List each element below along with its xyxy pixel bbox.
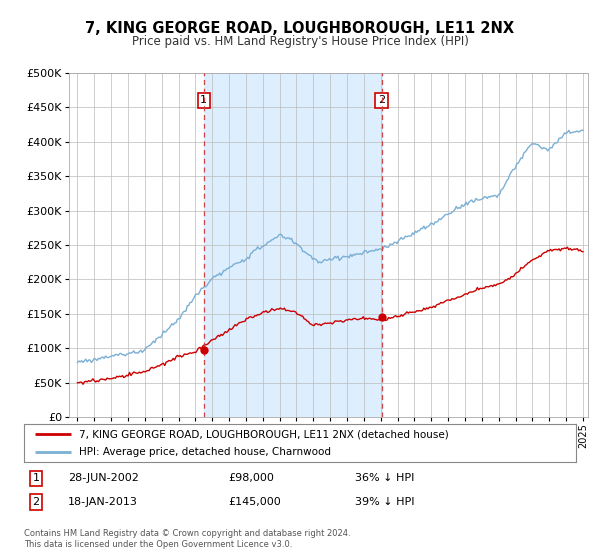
Text: 39% ↓ HPI: 39% ↓ HPI bbox=[355, 497, 415, 507]
Text: 18-JAN-2013: 18-JAN-2013 bbox=[68, 497, 138, 507]
Text: Price paid vs. HM Land Registry's House Price Index (HPI): Price paid vs. HM Land Registry's House … bbox=[131, 35, 469, 48]
Text: 1: 1 bbox=[200, 95, 208, 105]
Bar bbox=[204, 73, 382, 417]
Text: Contains HM Land Registry data © Crown copyright and database right 2024.
This d: Contains HM Land Registry data © Crown c… bbox=[24, 529, 350, 549]
Text: 7, KING GEORGE ROAD, LOUGHBOROUGH, LE11 2NX: 7, KING GEORGE ROAD, LOUGHBOROUGH, LE11 … bbox=[85, 21, 515, 36]
Text: £145,000: £145,000 bbox=[228, 497, 281, 507]
Text: 28-JUN-2002: 28-JUN-2002 bbox=[68, 473, 139, 483]
Text: 2: 2 bbox=[32, 497, 40, 507]
Text: HPI: Average price, detached house, Charnwood: HPI: Average price, detached house, Char… bbox=[79, 447, 331, 457]
Text: 2: 2 bbox=[378, 95, 385, 105]
Text: £98,000: £98,000 bbox=[228, 473, 274, 483]
Text: 1: 1 bbox=[32, 473, 40, 483]
Text: 7, KING GEORGE ROAD, LOUGHBOROUGH, LE11 2NX (detached house): 7, KING GEORGE ROAD, LOUGHBOROUGH, LE11 … bbox=[79, 429, 449, 439]
Text: 36% ↓ HPI: 36% ↓ HPI bbox=[355, 473, 415, 483]
